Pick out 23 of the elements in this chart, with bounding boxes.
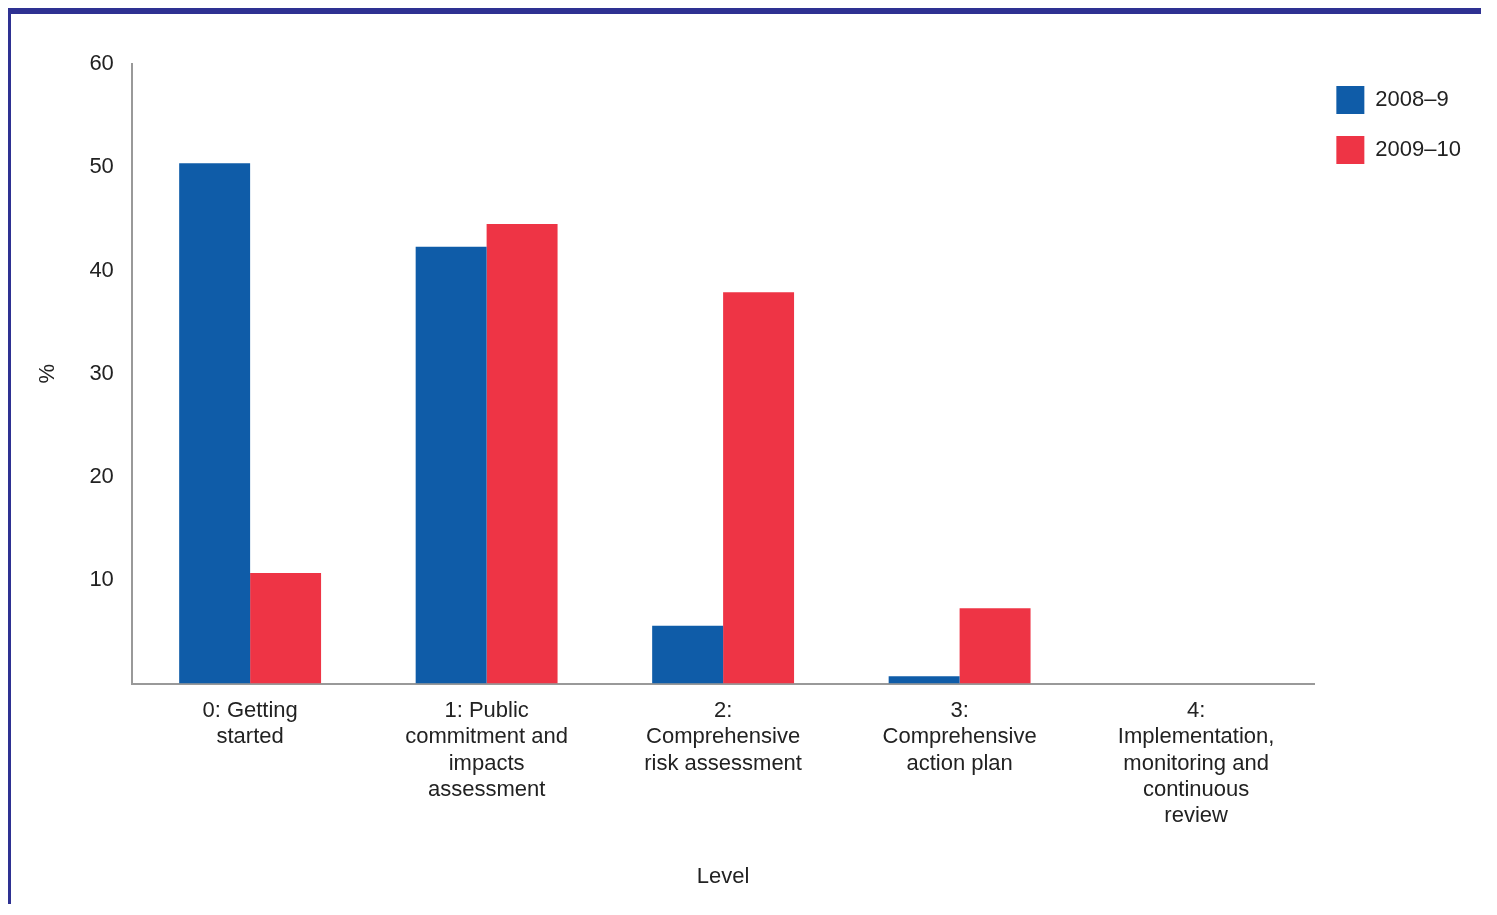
y-tick-label: 10: [89, 566, 114, 592]
y-axis-title: %: [34, 364, 60, 384]
legend-label: 2009–10: [1375, 136, 1462, 162]
bar: [723, 292, 795, 684]
bar: [179, 163, 251, 684]
bar: [888, 676, 960, 684]
bar: [486, 224, 558, 684]
bar: [959, 608, 1031, 684]
x-tick-label: 4: Implementation, monitoring and continuous review: [1117, 696, 1275, 828]
y-tick-label: 30: [89, 359, 114, 385]
x-axis-title: Level: [696, 862, 750, 888]
bar: [652, 625, 724, 684]
y-tick-label: 60: [89, 50, 114, 76]
bar: [250, 573, 322, 684]
bar: [415, 246, 487, 684]
y-tick-label: 20: [89, 463, 114, 489]
y-tick-label: 50: [89, 153, 114, 179]
y-tick-label: 40: [89, 256, 114, 282]
x-tick-label: 0: Getting started: [202, 696, 298, 749]
x-tick-label: 1: Public commitment and impacts assessment: [405, 696, 568, 802]
x-tick-label: 2: Comprehensive risk assessment: [644, 696, 802, 775]
x-tick-label: 3: Comprehensive action plan: [882, 696, 1037, 775]
legend-label: 2008–9: [1375, 86, 1449, 112]
